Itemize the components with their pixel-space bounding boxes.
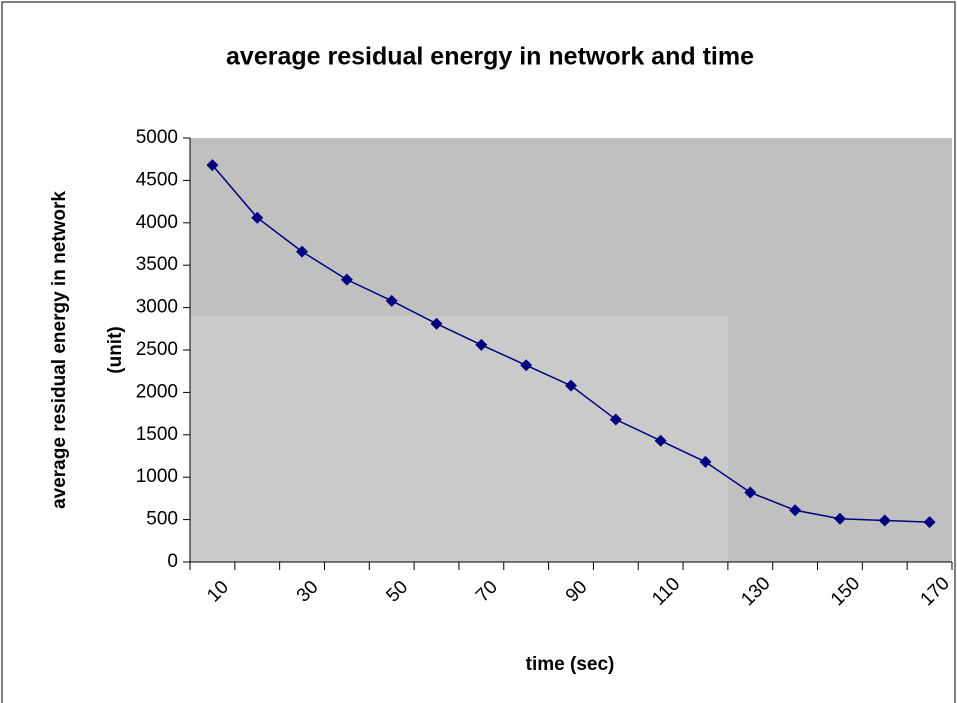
y-tick-label: 1000 [136,466,178,487]
y-tick-label: 0 [167,551,178,572]
y-tick-label: 2000 [136,381,178,402]
chart-title: average residual energy in network and t… [226,43,754,71]
x-axis-title: time (sec) [526,654,615,675]
watermark [190,316,728,562]
y-axis-title-line: (unit) [105,326,126,373]
y-tick-label: 4500 [136,169,178,190]
y-tick-label: 500 [146,509,178,530]
y-tick-label: 2500 [136,339,178,360]
y-tick-label: 3500 [136,254,178,275]
y-tick-label: 5000 [136,127,178,148]
chart: average residual energy in network and t… [0,0,957,703]
y-tick-label: 1500 [136,424,178,445]
y-tick-label: 4000 [136,212,178,233]
y-axis-title-line: average residual energy in network [49,191,70,509]
y-tick-label: 3000 [136,297,178,318]
